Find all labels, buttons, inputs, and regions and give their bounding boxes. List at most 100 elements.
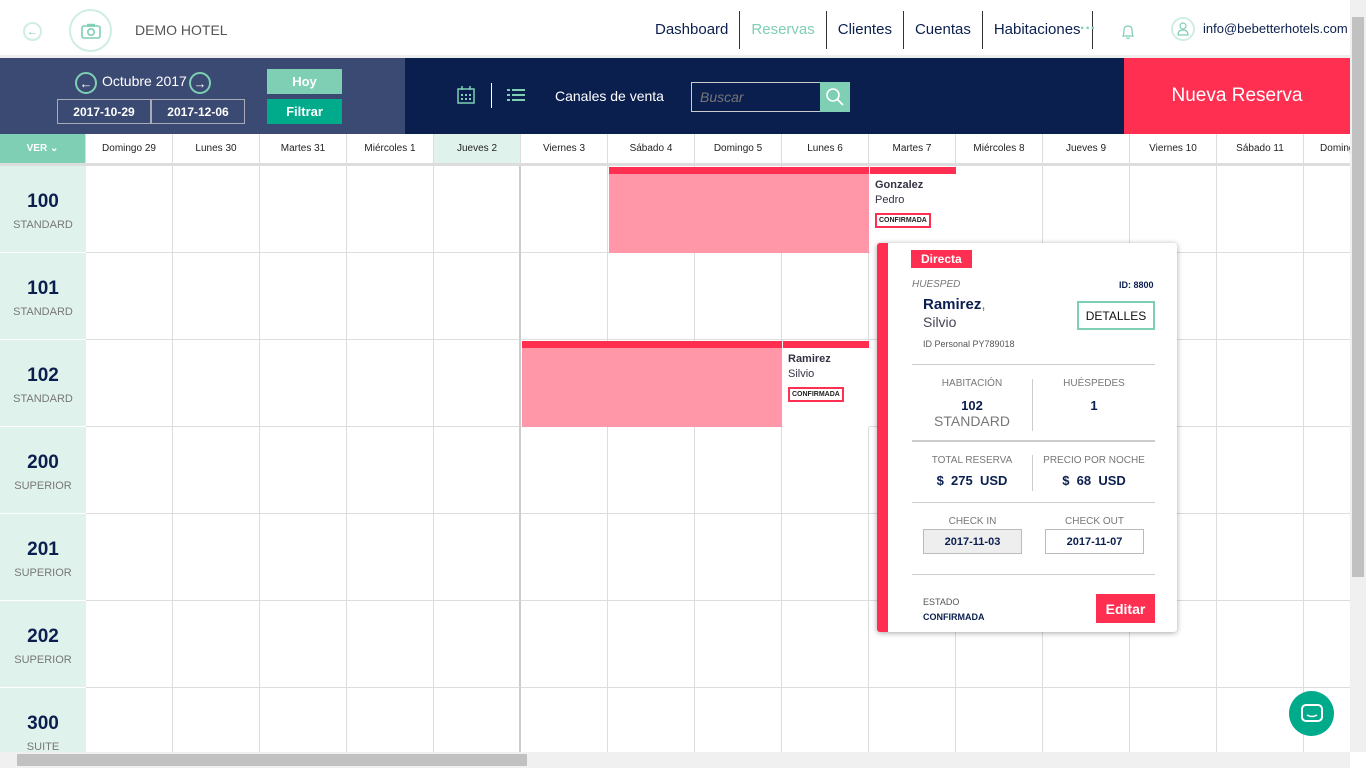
nav-cuentas[interactable]: Cuentas: [904, 11, 983, 49]
calendar-cell[interactable]: [521, 427, 608, 514]
edit-button[interactable]: Editar: [1096, 594, 1155, 623]
calendar-cell[interactable]: [608, 688, 695, 752]
calendar-cell[interactable]: [1217, 340, 1304, 427]
calendar-cell[interactable]: [86, 688, 173, 752]
calendar-cell[interactable]: [347, 166, 434, 253]
reservation-bar[interactable]: [609, 167, 869, 253]
calendar-cell[interactable]: [695, 601, 782, 688]
search-input[interactable]: [691, 82, 821, 112]
calendar-cell[interactable]: [1304, 340, 1350, 427]
calendar-cell[interactable]: [260, 601, 347, 688]
calendar-cell[interactable]: [869, 601, 956, 688]
calendar-cell[interactable]: [434, 514, 521, 601]
calendar-cell[interactable]: [1217, 601, 1304, 688]
calendar-cell[interactable]: [782, 601, 869, 688]
calendar-cell[interactable]: [1043, 166, 1130, 253]
calendar-cell[interactable]: [1043, 688, 1130, 752]
calendar-cell[interactable]: [434, 601, 521, 688]
reservation-info[interactable]: Gonzalez Pedro CONFIRMADA: [870, 167, 956, 253]
details-button[interactable]: DETALLES: [1077, 301, 1155, 330]
calendar-cell[interactable]: [521, 688, 608, 752]
calendar-cell[interactable]: [1130, 601, 1217, 688]
calendar-cell[interactable]: [434, 340, 521, 427]
calendar-cell[interactable]: [347, 514, 434, 601]
checkout-field[interactable]: 2017-11-07: [1045, 529, 1144, 554]
calendar-cell[interactable]: [347, 688, 434, 752]
calendar-cell[interactable]: [86, 340, 173, 427]
nav-reservas[interactable]: Reservas: [740, 11, 827, 49]
search-button[interactable]: [820, 82, 850, 112]
calendar-cell[interactable]: [782, 688, 869, 752]
calendar-cell[interactable]: [347, 340, 434, 427]
list-view-icon[interactable]: [507, 88, 525, 107]
nav-habitaciones[interactable]: Habitaciones: [983, 11, 1093, 49]
next-month-icon[interactable]: →: [189, 72, 211, 94]
calendar-cell[interactable]: [782, 427, 869, 514]
calendar-cell[interactable]: [347, 601, 434, 688]
calendar-cell[interactable]: [173, 253, 260, 340]
back-arrow-icon[interactable]: ←: [23, 22, 42, 41]
checkin-field[interactable]: 2017-11-03: [923, 529, 1022, 554]
calendar-cell[interactable]: [260, 166, 347, 253]
calendar-cell[interactable]: [1043, 601, 1130, 688]
calendar-cell[interactable]: [173, 514, 260, 601]
user-avatar-icon[interactable]: [1171, 17, 1195, 41]
calendar-cell[interactable]: [1217, 253, 1304, 340]
calendar-cell[interactable]: [260, 253, 347, 340]
calendar-cell[interactable]: [956, 601, 1043, 688]
nav-clientes[interactable]: Clientes: [827, 11, 904, 49]
calendar-cell[interactable]: [173, 166, 260, 253]
chat-button[interactable]: [1289, 691, 1334, 736]
calendar-cell[interactable]: [608, 427, 695, 514]
calendar-cell[interactable]: [1217, 514, 1304, 601]
calendar-cell[interactable]: [695, 253, 782, 340]
date-to-input[interactable]: 2017-12-06: [151, 99, 245, 124]
calendar-cell[interactable]: [1130, 688, 1217, 752]
calendar-cell[interactable]: [956, 688, 1043, 752]
calendar-cell[interactable]: [173, 601, 260, 688]
calendar-cell[interactable]: [608, 253, 695, 340]
reservation-info[interactable]: Ramirez Silvio CONFIRMADA: [783, 341, 869, 427]
calendar-cell[interactable]: [1304, 253, 1350, 340]
calendar-cell[interactable]: [260, 340, 347, 427]
calendar-cell[interactable]: [608, 514, 695, 601]
prev-month-icon[interactable]: ←: [75, 72, 97, 94]
calendar-cell[interactable]: [173, 340, 260, 427]
calendar-cell[interactable]: [434, 427, 521, 514]
sales-channels-link[interactable]: Canales de venta: [555, 88, 664, 104]
calendar-cell[interactable]: [608, 601, 695, 688]
bell-icon[interactable]: [1121, 24, 1135, 45]
calendar-cell[interactable]: [86, 427, 173, 514]
calendar-cell[interactable]: [956, 166, 1043, 253]
calendar-cell[interactable]: [1217, 166, 1304, 253]
calendar-cell[interactable]: [521, 514, 608, 601]
calendar-cell[interactable]: [173, 427, 260, 514]
calendar-cell[interactable]: [173, 688, 260, 752]
calendar-cell[interactable]: [782, 253, 869, 340]
calendar-cell[interactable]: [1304, 601, 1350, 688]
calendar-cell[interactable]: [521, 166, 608, 253]
calendar-cell[interactable]: [260, 427, 347, 514]
user-email[interactable]: info@bebetterhotels.com: [1203, 21, 1348, 36]
calendar-cell[interactable]: [1304, 166, 1350, 253]
calendar-cell[interactable]: [260, 688, 347, 752]
filter-button[interactable]: Filtrar: [267, 99, 342, 124]
more-menu[interactable]: ···: [1080, 20, 1096, 37]
today-button[interactable]: Hoy: [267, 69, 342, 94]
calendar-cell[interactable]: [695, 688, 782, 752]
calendar-cell[interactable]: [434, 688, 521, 752]
calendar-cell[interactable]: [86, 166, 173, 253]
calendar-cell[interactable]: [1217, 427, 1304, 514]
calendar-cell[interactable]: [434, 253, 521, 340]
calendar-cell[interactable]: [347, 427, 434, 514]
calendar-cell[interactable]: [869, 688, 956, 752]
date-from-input[interactable]: 2017-10-29: [57, 99, 151, 124]
calendar-cell[interactable]: [1130, 166, 1217, 253]
horizontal-scrollbar[interactable]: [0, 752, 1350, 768]
calendar-cell[interactable]: [521, 601, 608, 688]
calendar-cell[interactable]: [521, 253, 608, 340]
calendar-cell[interactable]: [86, 514, 173, 601]
calendar-cell[interactable]: [1304, 514, 1350, 601]
calendar-cell[interactable]: [434, 166, 521, 253]
reservation-bar[interactable]: [522, 341, 782, 427]
